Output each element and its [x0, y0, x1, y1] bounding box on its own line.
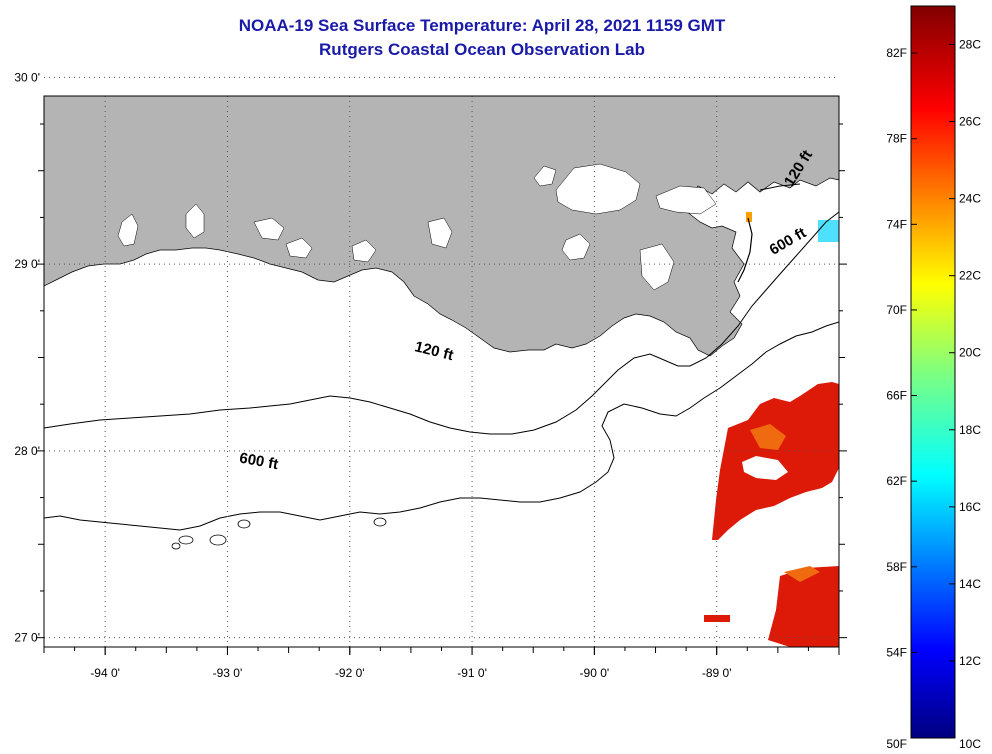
colorbar-c-label: 12C: [959, 654, 981, 668]
lon-tick-label: -92 0': [335, 666, 365, 680]
seamount-contour: [237, 519, 251, 529]
sst-spot: [704, 615, 730, 622]
lake-borgne: [655, 185, 717, 215]
colorbar-c-label: 22C: [959, 269, 981, 283]
sst-spot-ne: [818, 220, 839, 242]
seamount-contour: [178, 535, 194, 545]
colorbar-c-label: 14C: [959, 577, 981, 591]
graticule: [36, 76, 847, 655]
chandeleur-islands: [737, 217, 753, 283]
colorbar-c-label: 28C: [959, 38, 981, 52]
isobath-600ft: [44, 321, 839, 531]
lake-calcasieu: [185, 203, 205, 239]
white-lake: [253, 217, 285, 241]
sst-patch-gap: [742, 456, 788, 480]
lon-tick-label: -94 0': [90, 666, 120, 680]
colorbar-c-label: 24C: [959, 192, 981, 206]
seamount-contour: [209, 534, 227, 546]
colorbar-f-label: 54F: [886, 645, 907, 659]
map-subtitle: Rutgers Coastal Ocean Observation Lab: [319, 40, 645, 59]
map-title: NOAA-19 Sea Surface Temperature: April 2…: [238, 16, 726, 35]
seamount-contour: [373, 517, 387, 527]
colorbar-f-label: 66F: [886, 389, 907, 403]
colorbar-f-label: 50F: [886, 737, 907, 751]
lake-sabine: [117, 213, 139, 247]
sst-patch-south-warm: [784, 566, 820, 582]
sst-spot-coast: [746, 212, 752, 222]
tick-labels: -94 0' -93 0' -92 0' -91 0' -90 0' -89 0' 30 0…: [14, 70, 731, 680]
colorbar-c-label: 18C: [959, 423, 981, 437]
lake-atchafalaya: [351, 239, 377, 263]
lon-tick-label: -91 0': [457, 666, 487, 680]
lat-tick-label: 27 0': [14, 631, 40, 645]
colorbar-f-label: 82F: [886, 46, 907, 60]
isobath-120ft: [44, 211, 839, 435]
lake-salvador: [561, 233, 591, 261]
lake-wetlands: [427, 217, 453, 249]
map-frame: [43, 95, 840, 648]
colorbar-f-label: 70F: [886, 303, 907, 317]
lake-marsh: [639, 243, 675, 291]
lake-pontchartrain: [555, 163, 641, 215]
colorbar-ticks: 28C 26C 24C 22C 20C 18C 16C 14C 12C 10C 82F 78F 74F 7…: [886, 38, 981, 751]
lake-maurepas: [533, 165, 557, 187]
grand-lake: [285, 237, 313, 259]
colorbar-f-label: 58F: [886, 560, 907, 574]
lon-tick-label: -89 0': [702, 666, 732, 680]
colorbar-c-label: 16C: [959, 500, 981, 514]
seamount-contour: [171, 542, 181, 550]
lon-tick-label: -90 0': [580, 666, 610, 680]
colorbar-f-label: 62F: [886, 474, 907, 488]
colorbar-f-label: 74F: [886, 217, 907, 231]
barrier-island: [759, 183, 801, 191]
lat-tick-label: 28 0': [14, 444, 40, 458]
lat-tick-label: 30 0': [14, 70, 40, 84]
isobath-label: 600 ft: [238, 450, 280, 474]
colorbar-c-label: 10C: [959, 737, 981, 751]
lat-tick-label: 29 0': [14, 257, 40, 271]
colorbar-c-label: 20C: [959, 346, 981, 360]
sst-patch-south: [768, 566, 839, 647]
sst-patch-warm-spot: [750, 424, 786, 450]
lon-tick-label: -93 0': [213, 666, 243, 680]
colorbar-f-label: 78F: [886, 132, 907, 146]
colorbar-bar: [910, 5, 956, 739]
colorbar-c-label: 26C: [959, 115, 981, 129]
